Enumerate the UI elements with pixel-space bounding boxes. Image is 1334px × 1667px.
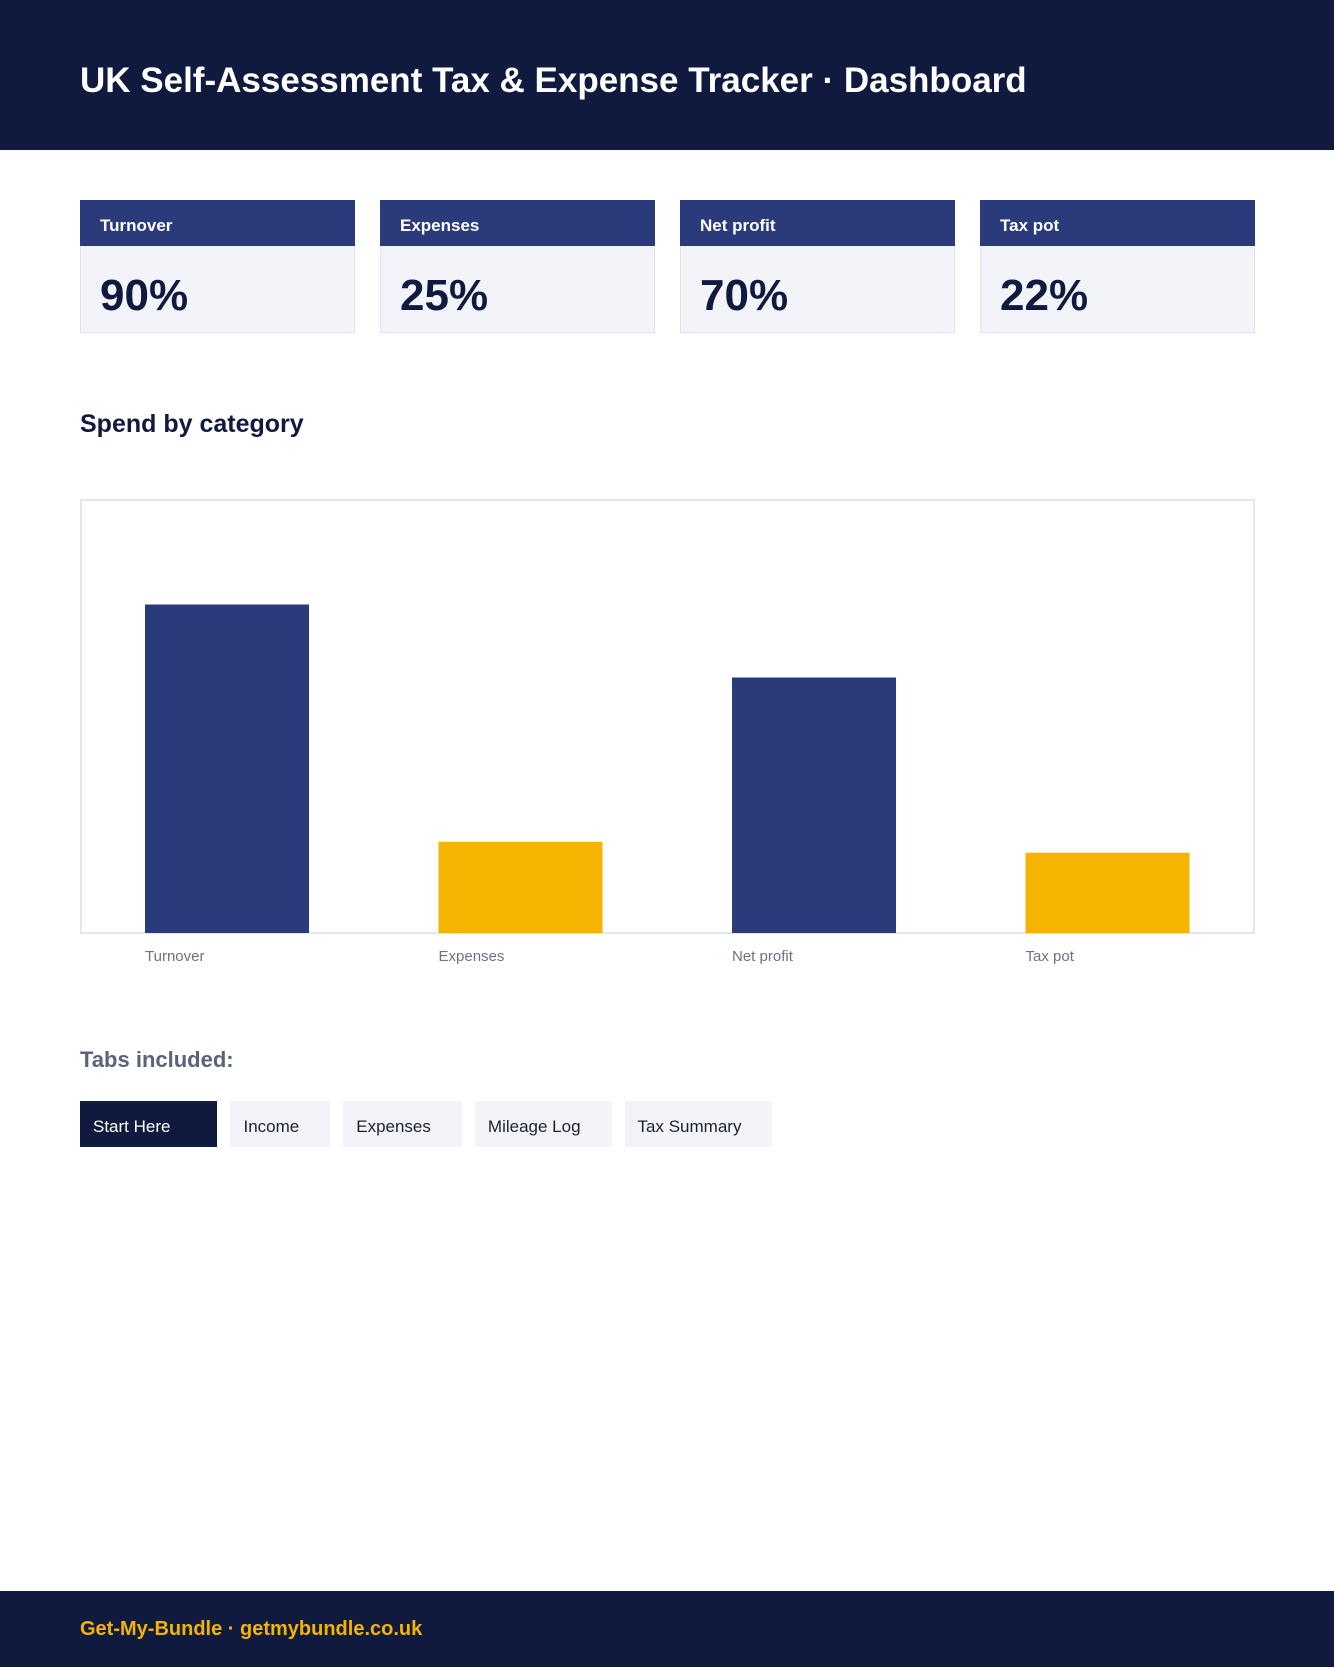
kpi-card-net-profit: Net profit 70% [680, 200, 955, 333]
tabs-title: Tabs included: [80, 1047, 234, 1072]
x-tick-label-tax-pot: Tax pot [1026, 948, 1075, 965]
kpi-label: Tax pot [980, 200, 1255, 246]
kpi-value: 90% [100, 271, 189, 320]
kpi-value: 25% [400, 271, 489, 320]
tab-expenses[interactable]: Expenses [343, 1101, 462, 1147]
page-footer: Get-My-Bundle · getmybundle.co.uk [0, 1591, 1334, 1667]
bar-expenses [438, 841, 603, 933]
x-tick-label-net-profit: Net profit [732, 948, 794, 965]
kpi-card-turnover: Turnover 90% [80, 200, 355, 333]
spend-bar-chart: Turnover Expenses Net profit Tax pot [145, 604, 1190, 965]
tab-start-here[interactable]: Start Here [80, 1101, 218, 1147]
bar-tax-pot [1025, 852, 1190, 933]
tab-bar: Start Here Income Expenses Mileage Log T… [80, 1101, 773, 1147]
page-header: UK Self-Assessment Tax & Expense Tracker… [0, 0, 1334, 150]
bar-net-profit [732, 677, 896, 933]
x-tick-label-expenses: Expenses [439, 948, 505, 965]
footer-brand: Get-My-Bundle · getmybundle.co.uk [80, 1618, 423, 1640]
kpi-card-tax-pot: Tax pot 22% [980, 200, 1255, 333]
section-title: Spend by category [80, 410, 304, 438]
tab-income[interactable]: Income [230, 1101, 331, 1147]
kpi-label: Expenses [380, 200, 655, 246]
tab-mileage-log[interactable]: Mileage Log [474, 1101, 612, 1147]
bar-turnover [145, 604, 309, 933]
x-tick-label-turnover: Turnover [145, 948, 204, 965]
kpi-label: Net profit [680, 200, 955, 246]
kpi-value: 22% [1000, 271, 1089, 320]
tab-tax-summary[interactable]: Tax Summary [624, 1101, 773, 1147]
page-title: UK Self-Assessment Tax & Expense Tracker… [80, 61, 1027, 100]
kpi-card-expenses: Expenses 25% [380, 200, 655, 333]
kpi-value: 70% [700, 271, 789, 320]
kpi-label: Turnover [80, 200, 355, 246]
